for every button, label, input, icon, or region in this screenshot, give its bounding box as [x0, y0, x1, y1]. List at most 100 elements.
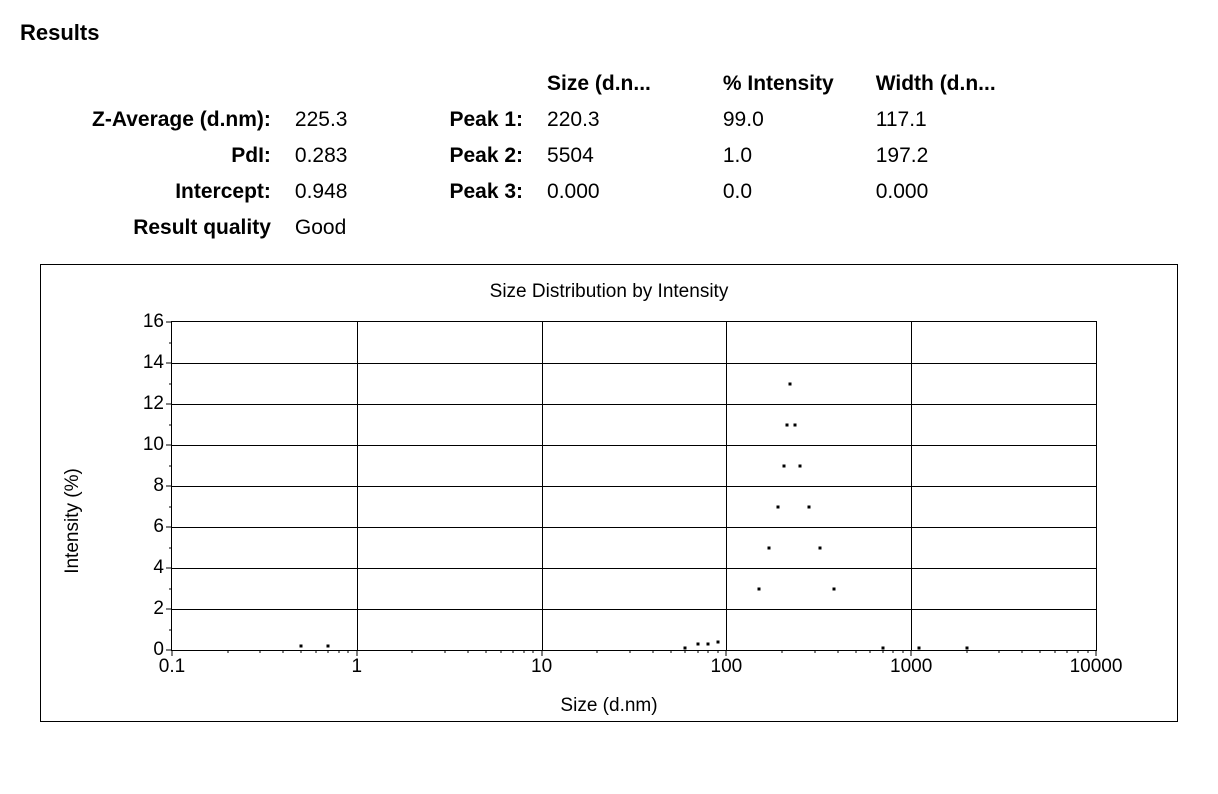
chart-xtick-minor: [500, 650, 501, 653]
value-z-average: 225.3: [283, 102, 360, 138]
chart-xtick-minor: [523, 650, 524, 653]
chart-xtick-minor: [697, 650, 698, 653]
chart-gridline-h: [172, 404, 1096, 405]
chart-data-point: [808, 505, 811, 508]
col-header-width: Width (d.n...: [846, 66, 1008, 102]
chart-xtick-minor: [485, 650, 486, 653]
chart-xtick-minor: [227, 650, 228, 653]
chart-xtick-minor: [629, 650, 630, 653]
chart-ytick-label: 10: [143, 434, 164, 456]
chart-gridline-h: [172, 568, 1096, 569]
chart-data-point: [696, 642, 699, 645]
chart-gridline-v: [357, 322, 358, 650]
chart-gridline-h: [172, 363, 1096, 364]
chart-xtick-minor: [328, 650, 329, 653]
chart-xtick-minor: [685, 650, 686, 653]
label-peak1: Peak 1:: [359, 102, 535, 138]
chart-xtick-minor: [870, 650, 871, 653]
chart-gridline-h: [172, 445, 1096, 446]
chart-xtick-minor: [1067, 650, 1068, 653]
chart-ytick-label: 8: [153, 475, 164, 497]
chart-data-point: [767, 546, 770, 549]
chart-data-point: [327, 644, 330, 647]
chart-xtick-minor: [837, 650, 838, 653]
chart-xtick-minor: [882, 650, 883, 653]
peak3-width: 0.000: [846, 174, 1008, 210]
peak1-width: 117.1: [846, 102, 1008, 138]
chart-data-point: [707, 642, 710, 645]
chart-data-point: [917, 646, 920, 649]
chart-xtick-minor: [283, 650, 284, 653]
chart-ytick: [166, 486, 172, 487]
chart-xtick-label: 10: [531, 656, 552, 678]
peak2-size: 5504: [535, 138, 663, 174]
peak3-size: 0.000: [535, 174, 663, 210]
chart-data-point: [716, 640, 719, 643]
peak3-intensity: 0.0: [663, 174, 846, 210]
chart-gridline-v: [911, 322, 912, 650]
chart-ytick-minor: [169, 629, 172, 630]
chart-ytick-label: 12: [143, 393, 164, 415]
chart-xtick-minor: [855, 650, 856, 653]
chart-ytick: [166, 322, 172, 323]
chart-data-point: [793, 423, 796, 426]
chart-xtick-minor: [412, 650, 413, 653]
chart-xtick-minor: [1040, 650, 1041, 653]
chart-ytick-minor: [169, 588, 172, 589]
chart-gridline-h: [172, 486, 1096, 487]
chart-xtick-minor: [893, 650, 894, 653]
chart-ytick-label: 14: [143, 352, 164, 374]
label-peak2: Peak 2:: [359, 138, 535, 174]
chart-gridline-h: [172, 527, 1096, 528]
chart-ytick: [166, 568, 172, 569]
chart-data-point: [832, 587, 835, 590]
peak2-width: 197.2: [846, 138, 1008, 174]
label-peak3: Peak 3:: [359, 174, 535, 210]
label-result-quality: Result quality: [80, 210, 283, 246]
chart-data-point: [783, 464, 786, 467]
section-title: Results: [20, 20, 1198, 46]
chart-xtick-minor: [670, 650, 671, 653]
chart-xtick-minor: [260, 650, 261, 653]
value-result-quality: Good: [283, 210, 360, 246]
chart-ytick-minor: [169, 547, 172, 548]
chart-ytick-minor: [169, 506, 172, 507]
value-intercept: 0.948: [283, 174, 360, 210]
chart-data-point: [788, 382, 791, 385]
chart-xtick-minor: [717, 650, 718, 653]
chart-ytick-label: 2: [153, 598, 164, 620]
chart-xtick-minor: [999, 650, 1000, 653]
chart-xtick-minor: [966, 650, 967, 653]
peak1-intensity: 99.0: [663, 102, 846, 138]
chart-xtick-minor: [708, 650, 709, 653]
chart-ytick-label: 16: [143, 311, 164, 333]
chart-ytick: [166, 404, 172, 405]
chart-xtick-minor: [1022, 650, 1023, 653]
results-table: Size (d.n... % Intensity Width (d.n... Z…: [80, 66, 1008, 246]
chart-ytick: [166, 527, 172, 528]
label-intercept: Intercept:: [80, 174, 283, 210]
chart-data-point: [881, 646, 884, 649]
chart-xtick-minor: [902, 650, 903, 653]
label-z-average: Z-Average (d.nm):: [80, 102, 283, 138]
chart-ytick-minor: [169, 383, 172, 384]
chart-gridline-h: [172, 609, 1096, 610]
chart-xtick-label: 100: [711, 656, 743, 678]
chart-xtick-minor: [348, 650, 349, 653]
chart-xtick-minor: [444, 650, 445, 653]
chart-xtick-label: 1000: [890, 656, 932, 678]
chart-xtick-minor: [597, 650, 598, 653]
chart-data-point: [757, 587, 760, 590]
chart-xtick-minor: [1087, 650, 1088, 653]
peak2-intensity: 1.0: [663, 138, 846, 174]
value-pdi: 0.283: [283, 138, 360, 174]
chart-xtick-minor: [652, 650, 653, 653]
chart-xtick-label: 0.1: [159, 656, 185, 678]
chart-ytick: [166, 363, 172, 364]
chart-xtick-minor: [315, 650, 316, 653]
chart-xtick-minor: [468, 650, 469, 653]
chart-ytick-minor: [169, 342, 172, 343]
chart-xtick-minor: [512, 650, 513, 653]
chart-xtick-minor: [1078, 650, 1079, 653]
chart-data-point: [684, 646, 687, 649]
